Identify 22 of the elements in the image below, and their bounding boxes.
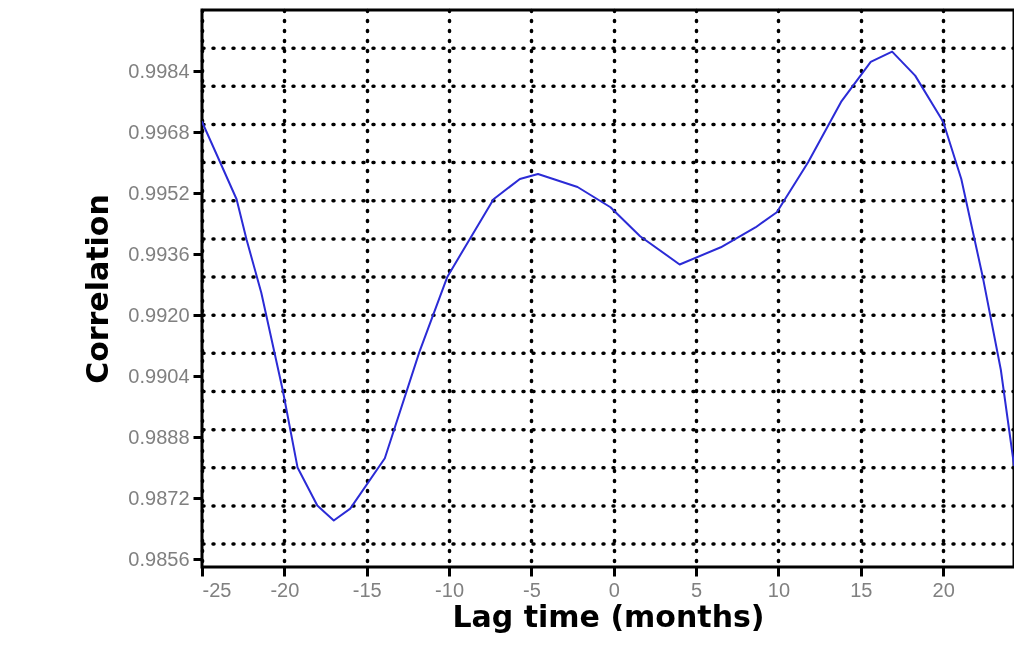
- x-tick-label: -5: [523, 578, 541, 601]
- x-tick-label: -25: [202, 578, 232, 601]
- y-tick-label: 0.9968: [128, 120, 190, 143]
- y-tick-label: 0.9888: [128, 425, 190, 448]
- y-tick-label: 0.9984: [128, 59, 190, 82]
- y-tick-label: 0.9904: [128, 364, 190, 387]
- line-series: [202, 50, 1014, 522]
- x-tick-label: 10: [767, 578, 791, 601]
- y-tick-label: 0.9920: [128, 303, 190, 326]
- x-tick-label: 20: [932, 578, 955, 601]
- y-axis-title: Correlation: [80, 194, 116, 384]
- y-tick-label: 0.9936: [128, 242, 190, 265]
- y-tick-label: 0.9952: [128, 181, 190, 204]
- x-tick-label: -10: [435, 578, 465, 601]
- y-tick-label: 0.9856: [128, 547, 190, 570]
- x-tick-label: 0: [608, 578, 620, 601]
- x-axis-title: Lag time (months): [452, 598, 765, 634]
- x-tick-label: -15: [352, 578, 382, 601]
- x-tick-label: 5: [691, 578, 703, 601]
- y-tick-label: 0.9872: [128, 486, 190, 509]
- x-tick-label: -20: [270, 578, 300, 601]
- x-tick-label: 15: [850, 578, 873, 601]
